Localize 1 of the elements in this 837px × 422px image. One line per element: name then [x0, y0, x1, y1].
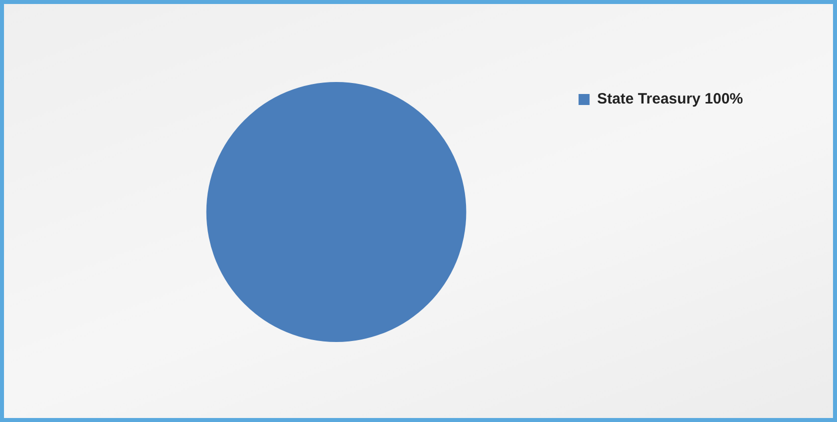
- legend-label: State Treasury 100%: [597, 90, 743, 108]
